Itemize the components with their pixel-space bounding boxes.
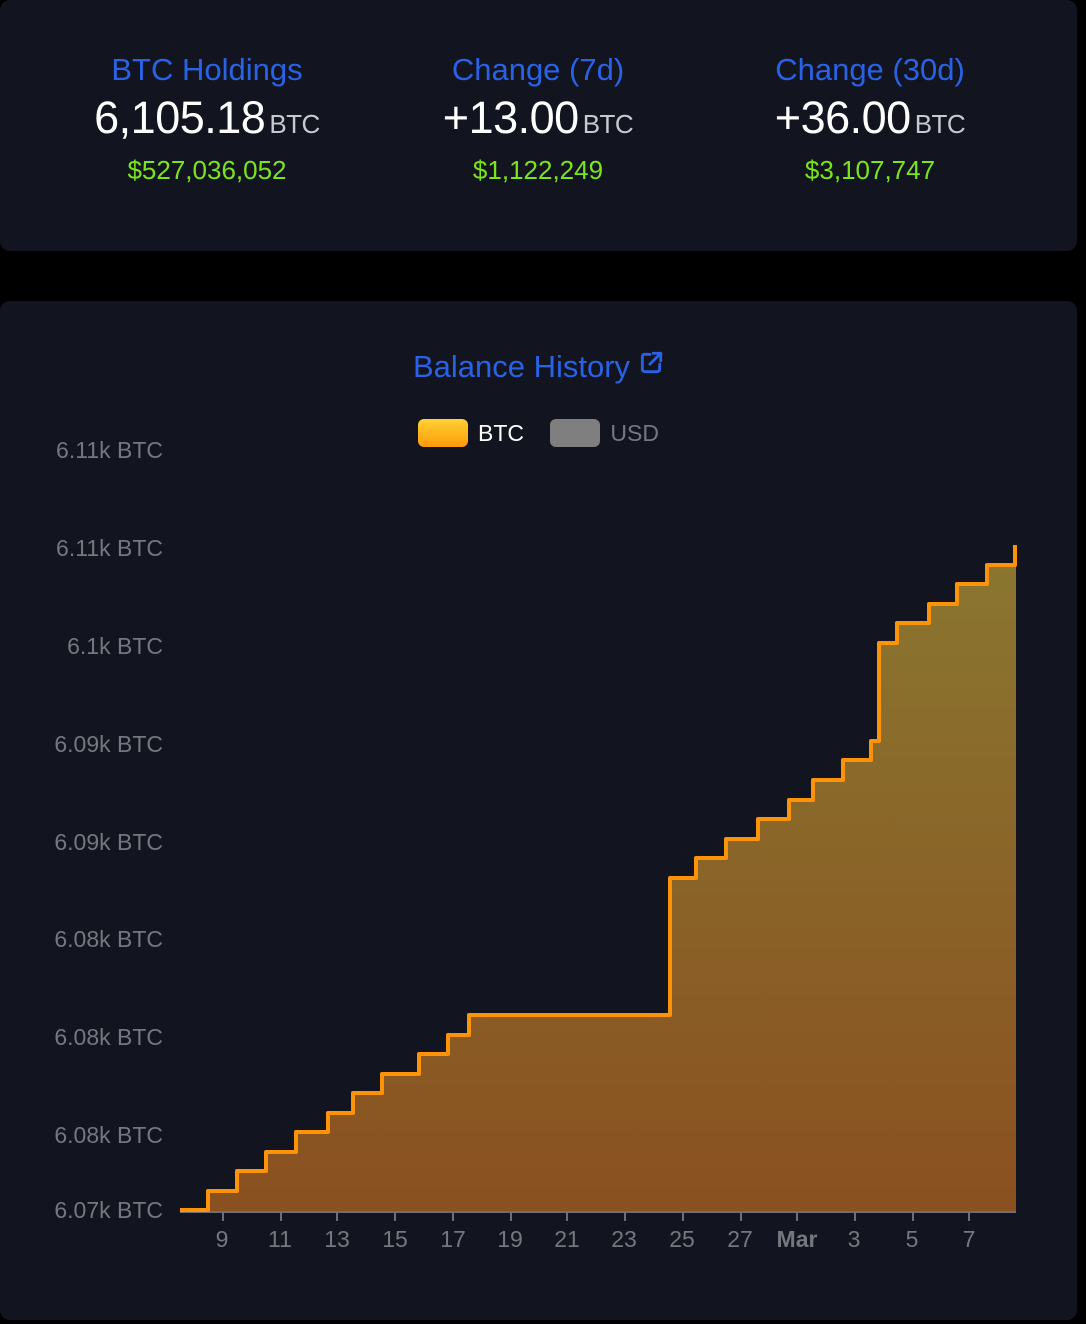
x-tick-label: 25: [669, 1226, 695, 1252]
x-tick-label: 19: [497, 1226, 523, 1252]
y-tick-label: 6.07k BTC: [54, 1197, 163, 1223]
x-tick-label: 9: [216, 1226, 229, 1252]
x-tick-label: 11: [268, 1226, 292, 1252]
stat-label: Change (7d): [451, 52, 625, 87]
x-axis: [222, 1212, 970, 1221]
holdings-summary-card: BTC Holdings 6,105.18 BTC $527,036,052 Ch…: [0, 0, 1077, 251]
stat-unit: BTC: [914, 109, 966, 139]
stat-usd-value: $527,036,052: [127, 155, 287, 185]
stat-number: +13.00: [442, 92, 579, 143]
x-tick-labels: 9 11 13 15 17 19 21 23 25 27 Mar 3 5 7: [216, 1226, 976, 1252]
external-link-icon[interactable]: [638, 346, 664, 386]
stat-usd-value: $3,107,747: [804, 155, 936, 185]
stat-label: BTC Holdings: [111, 52, 303, 87]
x-tick-label: 5: [906, 1226, 919, 1252]
y-tick-label: 6.08k BTC: [54, 1122, 163, 1148]
x-tick-label: 3: [848, 1226, 861, 1252]
legend-swatch-usd: [550, 419, 601, 447]
y-tick-label: 6.11k BTC: [56, 437, 163, 463]
x-tick-label: 13: [324, 1226, 350, 1252]
stat-change-7d: Change (7d) +13.00 BTC $1,122,249: [358, 50, 718, 188]
stat-value: +13.00 BTC: [358, 90, 718, 152]
legend-item-btc[interactable]: BTC: [418, 419, 524, 447]
btc-step-line: [180, 545, 1017, 1212]
y-tick-label: 6.1k BTC: [67, 633, 163, 659]
y-tick-label: 6.09k BTC: [54, 829, 163, 855]
legend-label-btc: BTC: [478, 419, 525, 446]
x-tick-label-month: Mar: [777, 1226, 818, 1252]
stat-value: +36.00 BTC: [690, 90, 1050, 152]
stat-usd-value: $1,122,249: [472, 155, 604, 185]
x-tick-label: 27: [727, 1226, 753, 1252]
stat-number: +36.00: [774, 92, 911, 143]
btc-area-fill: [208, 545, 1016, 1211]
legend-swatch-btc: [418, 419, 469, 447]
chart-title[interactable]: Balance History: [412, 349, 631, 384]
stat-label: Change (30d): [775, 52, 965, 87]
legend-label-usd: USD: [610, 419, 659, 446]
y-axis: 6.11k BTC 6.11k BTC 6.1k BTC 6.09k BTC 6…: [54, 437, 163, 1223]
chart-title-link[interactable]: Balance History: [0, 347, 1077, 387]
stat-value: 6,105.18 BTC: [27, 90, 387, 152]
legend-item-usd[interactable]: USD: [550, 419, 659, 447]
x-tick-label: 21: [554, 1226, 580, 1252]
stat-unit: BTC: [582, 109, 634, 139]
x-tick-label: 17: [440, 1226, 466, 1252]
balance-history-card: Balance History BTC USD 6.11k BTC 6.11k …: [0, 301, 1077, 1320]
stat-unit: BTC: [269, 109, 320, 139]
stat-btc-holdings: BTC Holdings 6,105.18 BTC $527,036,052: [27, 50, 387, 188]
stat-number: 6,105.18: [94, 92, 266, 143]
y-tick-label: 6.09k BTC: [54, 731, 163, 757]
balance-chart-plot: 6.11k BTC 6.11k BTC 6.1k BTC 6.09k BTC 6…: [54, 437, 1017, 1252]
y-tick-label: 6.08k BTC: [54, 1024, 163, 1050]
chart-legend: BTC USD: [0, 419, 1077, 453]
x-tick-label: 15: [382, 1226, 408, 1252]
x-tick-label: 23: [611, 1226, 637, 1252]
x-tick-label: 7: [963, 1226, 976, 1252]
y-tick-label: 6.11k BTC: [56, 535, 163, 561]
stat-change-30d: Change (30d) +36.00 BTC $3,107,747: [690, 50, 1050, 188]
y-tick-label: 6.08k BTC: [54, 926, 163, 952]
